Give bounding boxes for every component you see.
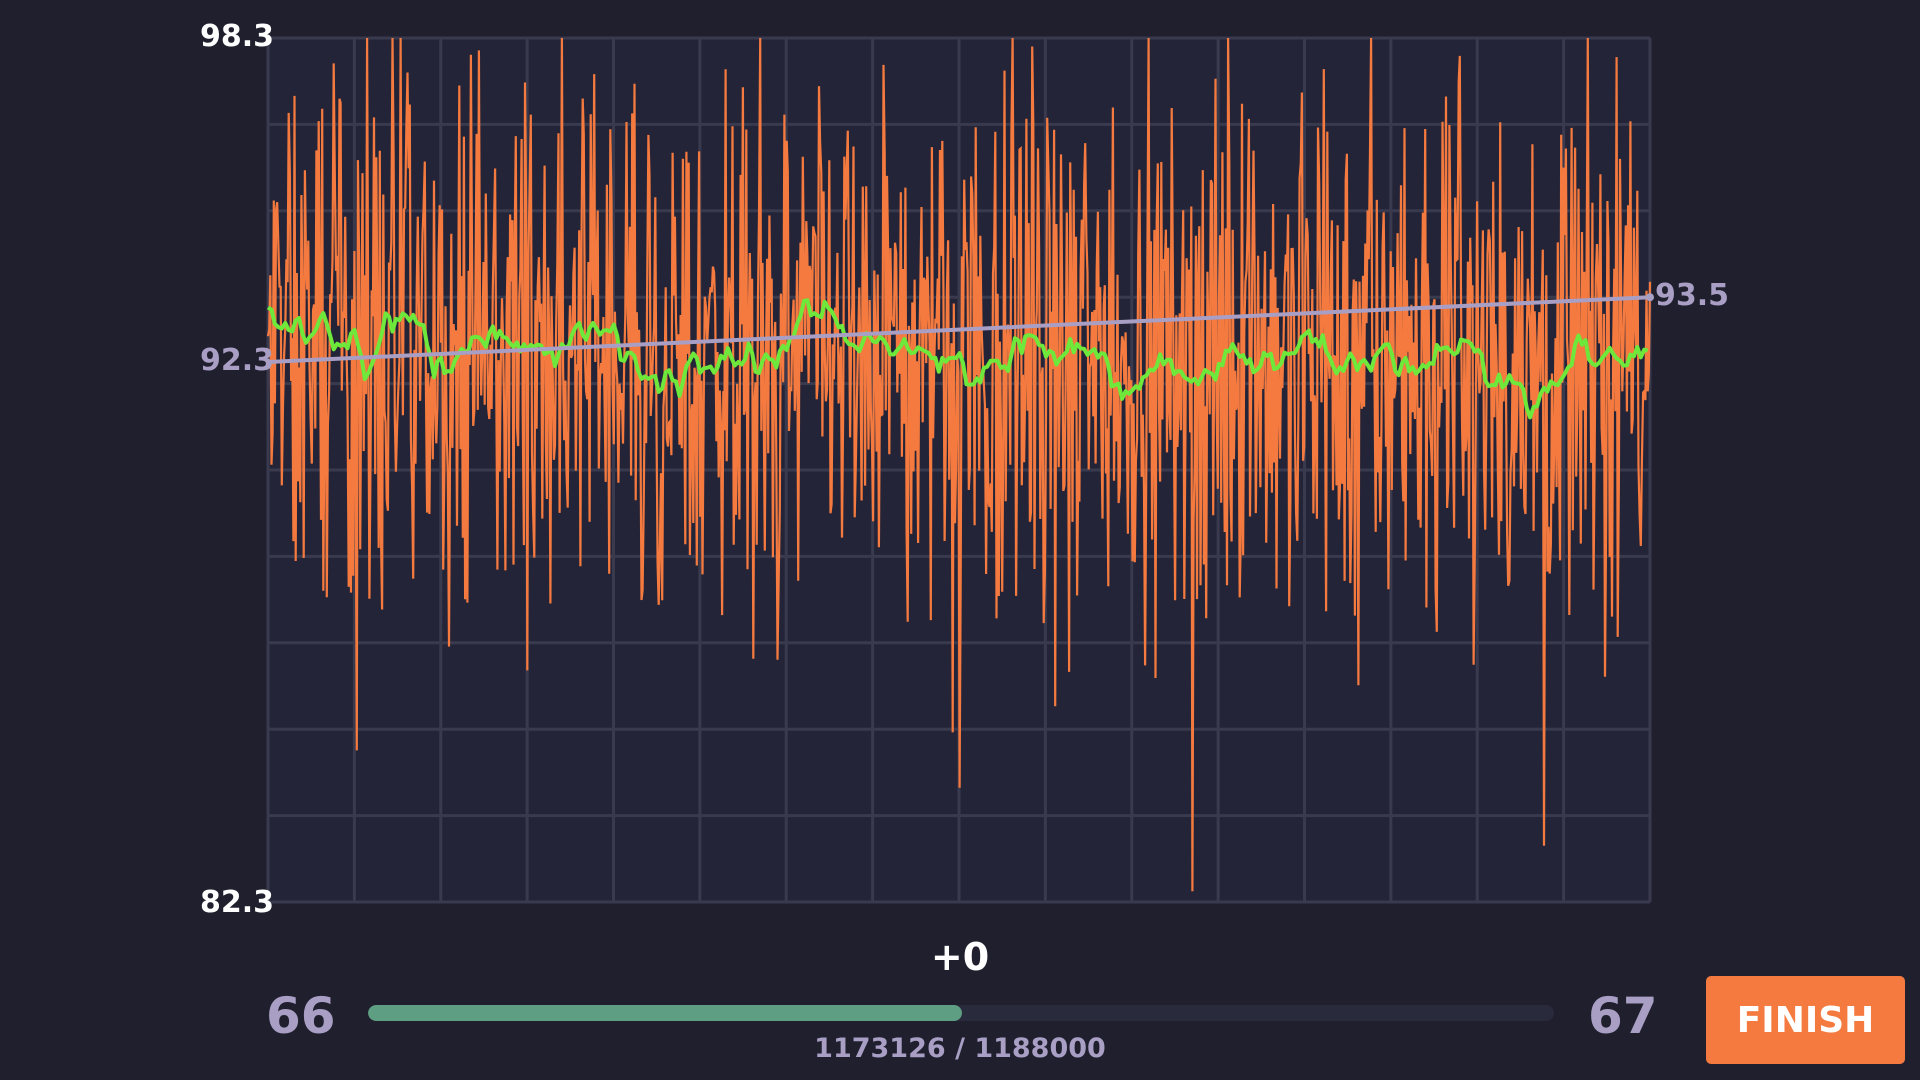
y-axis-max-label: 98.3 (200, 19, 275, 54)
progress-bar (368, 1005, 1554, 1021)
raw-series-line (266, 37, 1652, 892)
score-gain-label: +0 (930, 935, 990, 979)
y-axis-start-label: 92.3 (200, 343, 275, 378)
progress-bar-fill (368, 1005, 962, 1021)
trend-end-marker (1646, 293, 1654, 302)
smoothed-series-line (266, 298, 1649, 420)
next-level-label: 67 (1588, 987, 1658, 1045)
current-level-label: 66 (266, 987, 336, 1045)
trend-line (267, 295, 1651, 364)
finish-button[interactable]: FINISH (1706, 976, 1905, 1064)
y-axis-min-label: 82.3 (200, 885, 275, 920)
progress-text: 1173126 / 1188000 (814, 1033, 1106, 1064)
end-value-label: 93.5 (1655, 278, 1730, 314)
